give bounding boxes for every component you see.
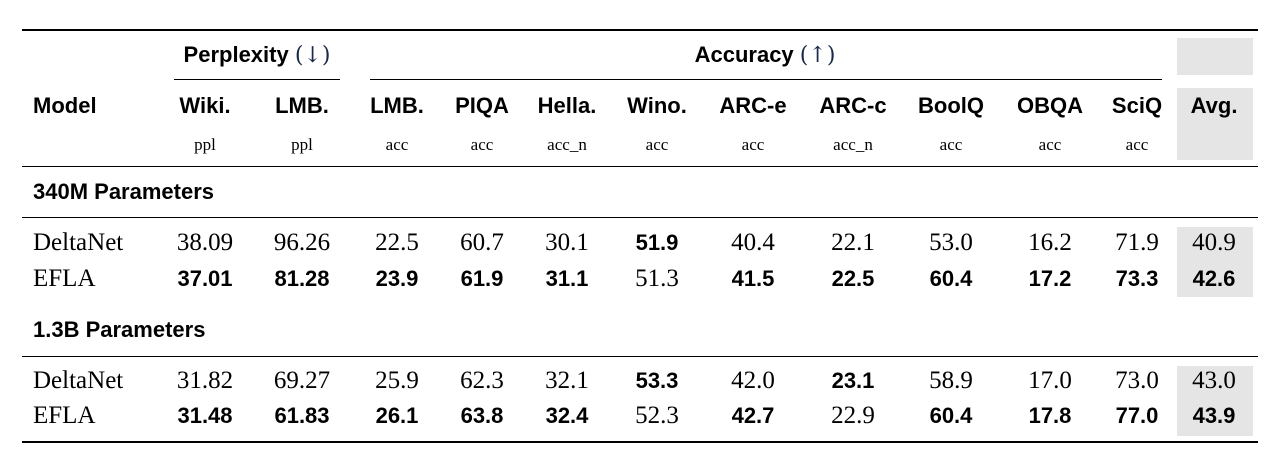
table-cell: 22.9	[831, 402, 875, 429]
column-metric: acc_n	[833, 135, 873, 154]
column-header: SciQ	[1111, 93, 1163, 118]
table-cell: 16.2	[1028, 229, 1072, 256]
table-cell: 40.9	[1192, 229, 1236, 256]
table-cell: 69.27	[273, 367, 331, 394]
table-cell: 61.83	[274, 403, 330, 428]
table-cell: 51.3	[635, 265, 679, 292]
column-header: ARC-e	[719, 93, 787, 118]
top-rule	[22, 29, 1258, 31]
column-metric: ppl	[194, 135, 216, 154]
accuracy-cmidrule	[370, 79, 1162, 80]
model-name: DeltaNet	[33, 367, 124, 394]
table-cell: 42.7	[731, 403, 775, 428]
table-cell: 61.9	[460, 266, 504, 291]
column-header: Wino.	[627, 93, 687, 118]
section-rule	[22, 356, 1258, 357]
section-rule	[22, 217, 1258, 218]
column-metric: acc	[741, 135, 765, 154]
table-cell: 62.3	[460, 367, 504, 394]
table-cell: 71.9	[1115, 229, 1159, 256]
column-metric: acc	[385, 135, 409, 154]
perplexity-cmidrule	[174, 79, 340, 80]
column-metric: acc_n	[547, 135, 587, 154]
up-arrow-icon: (↑)	[799, 43, 836, 68]
table-cell: 53.3	[635, 368, 679, 393]
model-name: EFLA	[33, 402, 96, 429]
column-metric: acc	[939, 135, 963, 154]
column-header: Wiki.	[179, 93, 231, 118]
table-cell: 23.9	[375, 266, 419, 291]
table-cell: 30.1	[545, 229, 589, 256]
table-cell: 31.48	[177, 403, 233, 428]
table-cell: 41.5	[731, 266, 775, 291]
table-cell: 52.3	[635, 402, 679, 429]
table-cell: 53.0	[929, 229, 973, 256]
table-cell: 60.4	[929, 403, 973, 428]
table-cell: 32.4	[545, 403, 589, 428]
avg-shade	[1177, 227, 1253, 297]
table-cell: 60.7	[460, 229, 504, 256]
section-title: 1.3B Parameters	[33, 317, 206, 342]
column-header: LMB.	[275, 93, 329, 118]
table-cell: 23.1	[831, 368, 875, 393]
column-metric: ppl	[291, 135, 313, 154]
column-metric: acc	[470, 135, 494, 154]
avg-header-shade-top	[1177, 38, 1253, 75]
column-header: LMB.	[370, 93, 424, 118]
table-cell: 96.26	[273, 229, 331, 256]
table-cell: 26.1	[375, 403, 419, 428]
table-cell: 25.9	[375, 367, 419, 394]
table-cell: 22.1	[831, 229, 875, 256]
table-cell: 38.09	[176, 229, 234, 256]
table-cell: 58.9	[929, 367, 973, 394]
table-cell: 37.01	[177, 266, 233, 291]
table-cell: 32.1	[545, 367, 589, 394]
table-cell: 17.0	[1028, 367, 1072, 394]
model-header: Model	[33, 93, 97, 118]
group-accuracy: Accuracy (↑)	[695, 42, 836, 68]
table-cell: 73.3	[1115, 266, 1159, 291]
header-rule	[22, 166, 1258, 167]
avg-shade	[1177, 366, 1253, 436]
table-cell: 31.82	[176, 367, 234, 394]
table-cell: 31.1	[545, 266, 589, 291]
table-cell: 63.8	[460, 403, 504, 428]
column-metric: acc	[645, 135, 669, 154]
table-cell: 43.0	[1192, 367, 1236, 394]
column-header: OBQA	[1017, 93, 1083, 118]
column-metric: acc	[1125, 135, 1149, 154]
group-accuracy-label: Accuracy	[694, 42, 794, 67]
table-cell: 77.0	[1115, 403, 1159, 428]
table-cell: 42.6	[1192, 266, 1236, 291]
down-arrow-icon: (↓)	[294, 43, 331, 68]
column-metric: acc	[1038, 135, 1062, 154]
bottom-rule	[22, 441, 1258, 443]
table-cell: 73.0	[1115, 367, 1159, 394]
model-name: DeltaNet	[33, 229, 124, 256]
table-cell: 60.4	[929, 266, 973, 291]
column-header: PIQA	[455, 93, 509, 118]
avg-header-shade	[1177, 88, 1253, 160]
table-cell: 43.9	[1192, 403, 1236, 428]
column-header: Avg.	[1190, 93, 1238, 118]
table-cell: 22.5	[831, 266, 875, 291]
table-cell: 51.9	[635, 230, 679, 255]
column-header: ARC-c	[819, 93, 887, 118]
model-name: EFLA	[33, 265, 96, 292]
table-cell: 42.0	[731, 367, 775, 394]
section-title: 340M Parameters	[33, 179, 215, 204]
group-perplexity-label: Perplexity	[183, 42, 289, 67]
table-cell: 40.4	[731, 229, 775, 256]
table-cell: 81.28	[274, 266, 330, 291]
table-cell: 17.2	[1028, 266, 1072, 291]
group-perplexity: Perplexity (↓)	[184, 42, 331, 68]
column-header: Hella.	[537, 93, 597, 118]
column-header: BoolQ	[918, 93, 984, 118]
table-cell: 17.8	[1028, 403, 1072, 428]
table-cell: 22.5	[375, 229, 419, 256]
